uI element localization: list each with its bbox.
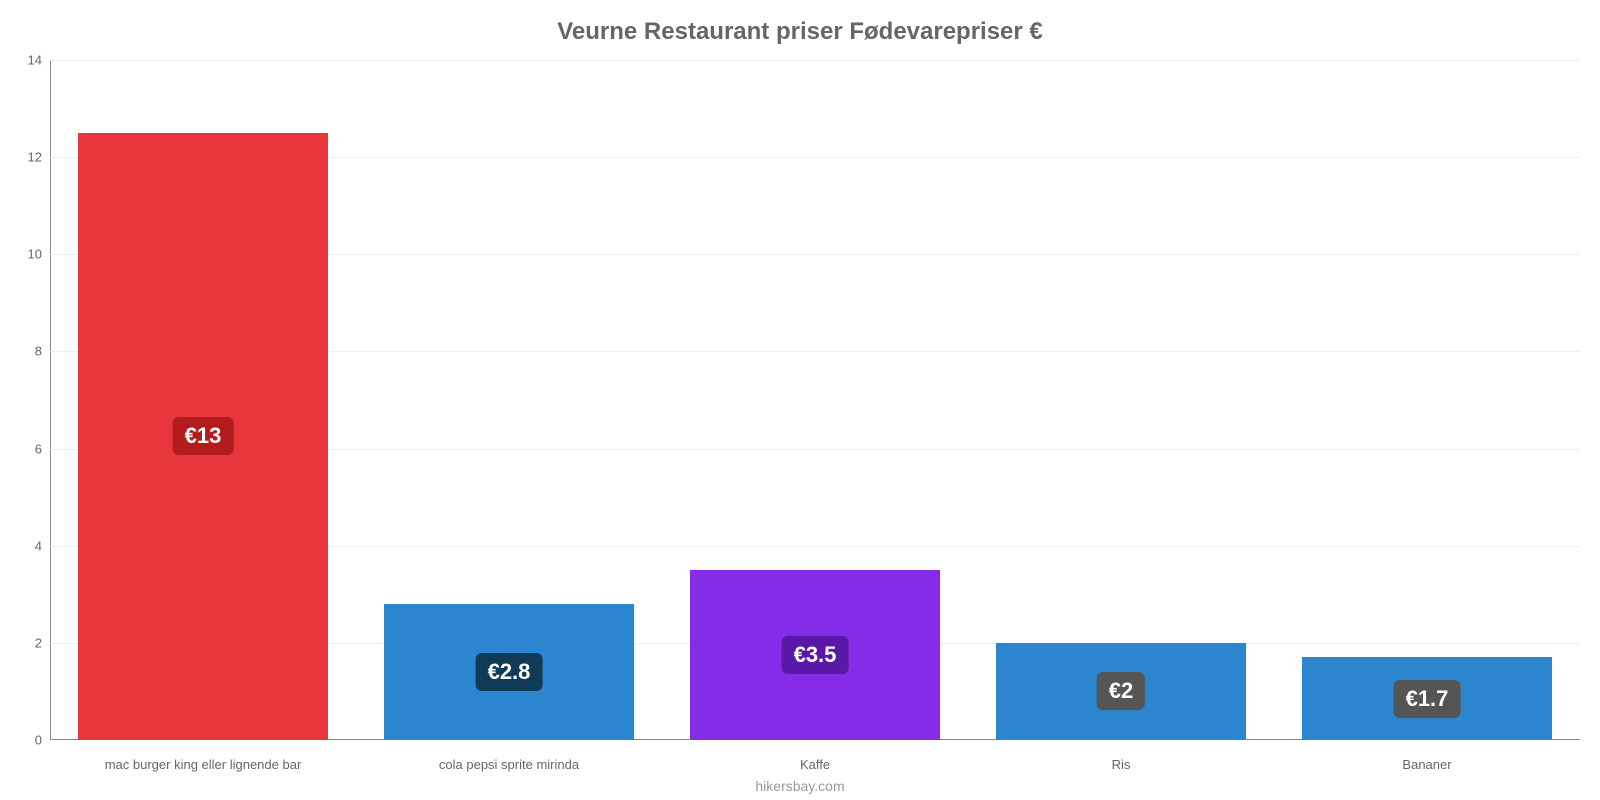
y-tick-label: 6 [35, 441, 50, 456]
y-tick-label: 0 [35, 733, 50, 748]
chart-title: Veurne Restaurant priser Fødevarepriser … [0, 0, 1600, 46]
bars-container: €13 €2.8 €3.5 €2 €1.7 [50, 60, 1580, 740]
bar: €2 [996, 643, 1247, 740]
bar-slot: €13 [50, 60, 356, 740]
y-tick-label: 14 [28, 53, 50, 68]
x-labels-row: mac burger king eller lignende barcola p… [50, 757, 1580, 772]
y-tick-label: 4 [35, 538, 50, 553]
bar: €13 [78, 133, 329, 740]
x-category-label: Bananer [1274, 757, 1580, 772]
plot-area: 02468101214 €13€2.8€3.5€2€1.7 [50, 60, 1580, 740]
bar-value-label: €3.5 [782, 636, 849, 674]
x-category-label: Ris [968, 757, 1274, 772]
bar: €1.7 [1302, 657, 1553, 740]
chart-subtitle: hikersbay.com [0, 778, 1600, 794]
x-category-label: mac burger king eller lignende bar [50, 757, 356, 772]
bar-value-label: €2 [1097, 672, 1145, 710]
bar-slot: €2.8 [356, 60, 662, 740]
y-tick-label: 8 [35, 344, 50, 359]
bar: €2.8 [384, 604, 635, 740]
y-tick-label: 10 [28, 247, 50, 262]
x-category-label: cola pepsi sprite mirinda [356, 757, 662, 772]
y-tick-label: 12 [28, 150, 50, 165]
y-tick-label: 2 [35, 635, 50, 650]
bar-slot: €2 [968, 60, 1274, 740]
bar-slot: €3.5 [662, 60, 968, 740]
bar-value-label: €1.7 [1394, 680, 1461, 718]
bar: €3.5 [690, 570, 941, 740]
x-category-label: Kaffe [662, 757, 968, 772]
bar-slot: €1.7 [1274, 60, 1580, 740]
bar-value-label: €2.8 [476, 653, 543, 691]
bar-value-label: €13 [173, 417, 234, 455]
